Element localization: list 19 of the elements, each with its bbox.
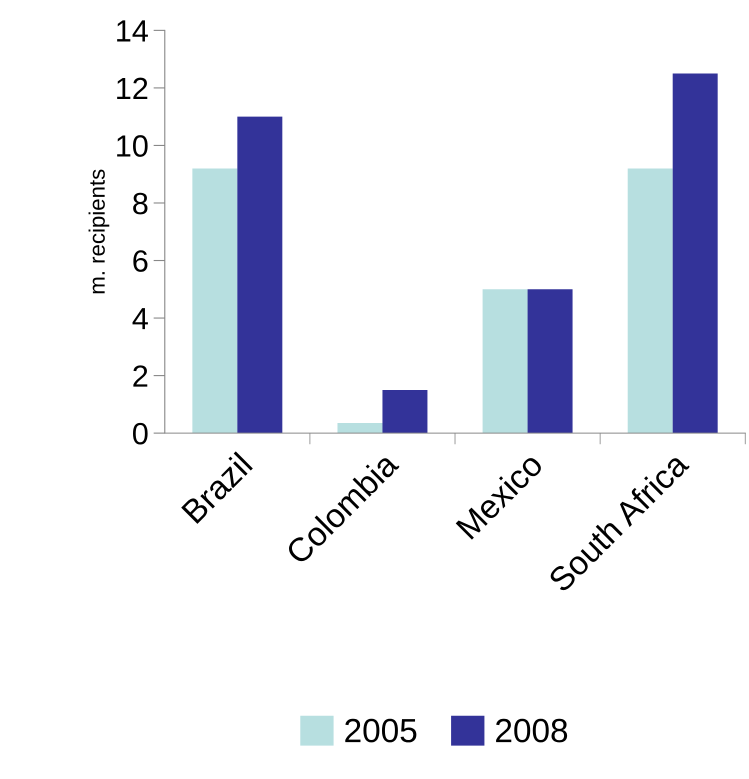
legend-label: 2008: [496, 718, 568, 742]
bar: [237, 116, 282, 434]
y-tick-label: 6: [133, 250, 148, 272]
y-tick-label: 0: [133, 422, 148, 444]
legend-label: 2005: [345, 718, 416, 742]
y-tick-label: 8: [133, 192, 148, 214]
bar: [528, 289, 573, 434]
y-tick-label: 2: [133, 365, 148, 387]
y-tick-label: 14: [117, 20, 148, 42]
y-tick-label: 12: [117, 78, 148, 99]
bar: [382, 390, 428, 434]
y-axis-title: m. recipients: [88, 170, 110, 294]
bar: [628, 168, 673, 434]
bar: [482, 289, 528, 434]
y-tick-label: 10: [117, 135, 148, 157]
bar: [337, 423, 382, 434]
bar: [672, 74, 718, 434]
bar: [192, 168, 238, 434]
y-tick-label: 4: [132, 308, 148, 330]
